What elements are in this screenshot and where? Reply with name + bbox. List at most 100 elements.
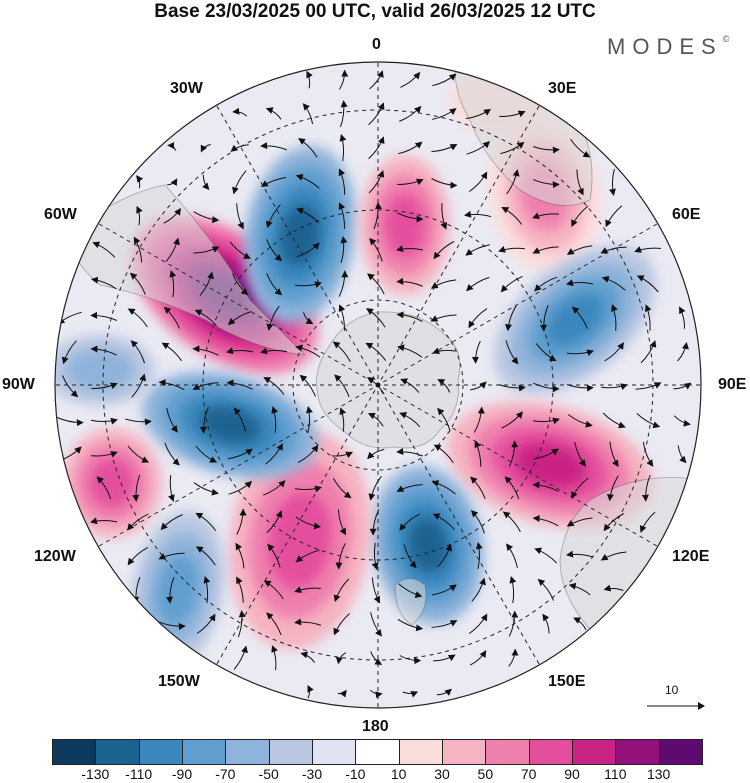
wind-vector: [160, 514, 183, 531]
wind-vector: [566, 279, 594, 287]
wind-vector: [92, 241, 116, 258]
wind-vector: [566, 384, 594, 392]
wind-vector: [296, 242, 320, 258]
wind-vector: [399, 412, 421, 428]
wind-vector: [229, 241, 251, 259]
wind-vector: [131, 373, 146, 398]
wind-vector: [338, 168, 346, 195]
wind-vector: [640, 340, 657, 364]
longitude-label-90e: 90E: [718, 376, 747, 393]
colorbar-segment: [95, 739, 140, 765]
south-pole-marker: [375, 382, 381, 388]
colorbar-segment: [485, 739, 530, 765]
wind-vector: [369, 237, 383, 262]
wind-vector: [236, 203, 244, 230]
wind-vector: [298, 138, 318, 158]
wind-vector: [271, 406, 279, 433]
wind-vector: [440, 203, 447, 230]
wind-vector: [202, 174, 210, 191]
wind-vector: [130, 340, 146, 364]
wind-vector: [504, 305, 517, 332]
colorbar-tick-label: -50: [258, 766, 279, 782]
wind-vector: [193, 211, 220, 224]
wind-vector: [163, 207, 181, 224]
wind-vector: [532, 481, 559, 492]
wind-vector: [192, 382, 219, 390]
colorbar-segment: [268, 739, 313, 765]
wind-vector: [127, 513, 149, 531]
wind-vector: [465, 244, 490, 256]
wind-vector: [339, 407, 347, 432]
wind-vector: [370, 651, 383, 665]
wind-vector: [399, 655, 422, 665]
wind-vector: [232, 273, 249, 296]
wind-vector: [200, 144, 211, 153]
wind-vector: [574, 442, 586, 467]
wind-vector: [470, 650, 487, 666]
colorbar-segment: [442, 739, 487, 765]
longitude-label-120e: 120E: [672, 548, 710, 565]
wind-vector: [124, 418, 152, 426]
wind-vector: [431, 620, 458, 628]
wind-vector: [635, 382, 662, 390]
wind-vector: [335, 543, 346, 570]
wind-vector: [641, 475, 651, 502]
wind-vector: [127, 445, 150, 463]
wind-vector: [306, 406, 313, 434]
colorbar-segment: [138, 739, 183, 765]
wind-vector: [636, 413, 661, 429]
wind-vector: [169, 270, 177, 298]
wind-vector: [260, 177, 287, 188]
colorbar-segment: [225, 739, 270, 765]
wind-vector: [508, 648, 519, 667]
wind-vector: [402, 691, 419, 698]
wind-vector: [601, 276, 626, 291]
wind-vector: [296, 207, 320, 224]
wind-vector: [605, 205, 623, 228]
wind-vector: [397, 178, 424, 186]
wind-vector: [306, 70, 313, 89]
wind-vector: [634, 246, 661, 253]
wind-vector: [167, 178, 178, 187]
wind-vector: [437, 543, 453, 568]
wind-vector: [468, 308, 488, 329]
wind-vector: [437, 379, 451, 393]
wind-vector: [295, 549, 320, 563]
wind-vector: [570, 138, 591, 158]
wind-vector: [534, 276, 558, 292]
wind-vector: [266, 510, 283, 534]
wind-vector: [533, 382, 560, 393]
wind-vector: [195, 546, 216, 566]
longitude-label-60w: 60W: [44, 206, 77, 223]
wind-vector: [566, 245, 593, 255]
wind-vector: [337, 689, 347, 698]
wind-vector: [163, 306, 180, 329]
wind-vector: [294, 618, 322, 626]
wind-vector: [396, 448, 423, 457]
wind-vector: [260, 142, 288, 151]
wind-vector: [499, 110, 526, 118]
wind-vector: [603, 513, 625, 532]
colorbar-segment: [572, 739, 617, 765]
wind-vector: [602, 412, 626, 429]
wind-vector: [127, 308, 148, 328]
wind-vector: [367, 273, 385, 295]
wind-vector: [271, 645, 278, 671]
wind-vector: [532, 515, 559, 527]
colorbar-segment: [312, 739, 357, 765]
wind-vector: [371, 542, 379, 570]
brand-name: MODES: [607, 34, 723, 59]
wind-vector: [194, 309, 217, 327]
wind-vector: [432, 347, 455, 355]
wind-vector: [436, 688, 452, 696]
wind-vector: [303, 312, 314, 325]
wind-vector: [158, 552, 185, 560]
map-title: Base 23/03/2025 00 UTC, valid 26/03/2025…: [154, 1, 596, 22]
wind-vector: [397, 618, 424, 632]
wind-vector: [470, 509, 485, 534]
wind-vector: [470, 381, 487, 391]
wind-vector: [471, 577, 486, 602]
colorbar-segment: [528, 739, 573, 765]
wind-vector: [566, 349, 594, 357]
wind-vector: [265, 204, 281, 229]
